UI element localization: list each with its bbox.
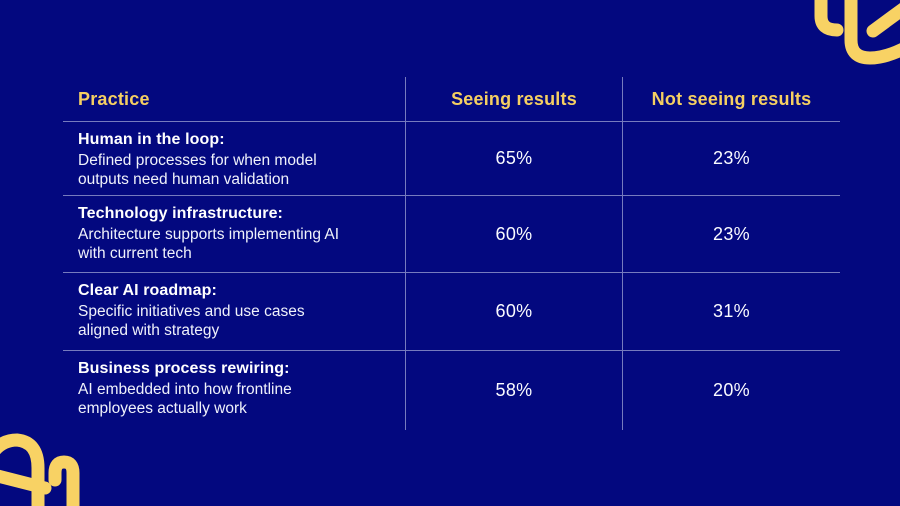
seeing-results-value: 58% xyxy=(405,351,622,430)
column-header-seeing-results: Seeing results xyxy=(405,77,622,122)
table-row-practice-cell: Clear AI roadmap: Specific initiatives a… xyxy=(63,273,405,351)
practice-description: AI embedded into how frontline employees… xyxy=(78,381,292,418)
not-seeing-results-value: 31% xyxy=(622,273,840,351)
column-header-practice: Practice xyxy=(63,77,405,122)
table-row-practice-cell: Business process rewiring: AI embedded i… xyxy=(63,351,405,430)
practice-description: Architecture supports implementing AI wi… xyxy=(78,226,340,263)
seeing-results-value: 60% xyxy=(405,196,622,273)
practice-title: Clear AI roadmap: xyxy=(78,282,217,299)
practice-title: Business process rewiring: xyxy=(78,360,290,377)
logo-squiggle-icon xyxy=(810,0,900,80)
not-seeing-results-value: 23% xyxy=(622,122,840,196)
seeing-results-value: 65% xyxy=(405,122,622,196)
seeing-results-value: 60% xyxy=(405,273,622,351)
results-table: Practice Seeing results Not seeing resul… xyxy=(63,77,840,430)
header-label: Seeing results xyxy=(451,88,577,109)
not-seeing-results-value: 23% xyxy=(622,196,840,273)
practice-title: Human in the loop: xyxy=(78,131,225,148)
not-seeing-results-value: 20% xyxy=(622,351,840,430)
practice-description: Defined processes for when model outputs… xyxy=(78,152,317,189)
practice-title: Technology infrastructure: xyxy=(78,205,283,222)
table-row-practice-cell: Human in the loop: Defined processes for… xyxy=(63,122,405,196)
header-label: Not seeing results xyxy=(651,88,812,109)
table-row-practice-cell: Technology infrastructure: Architecture … xyxy=(63,196,405,273)
practice-description: Specific initiatives and use cases align… xyxy=(78,303,305,340)
header-label: Practice xyxy=(78,88,150,109)
column-header-not-seeing-results: Not seeing results xyxy=(622,77,840,122)
